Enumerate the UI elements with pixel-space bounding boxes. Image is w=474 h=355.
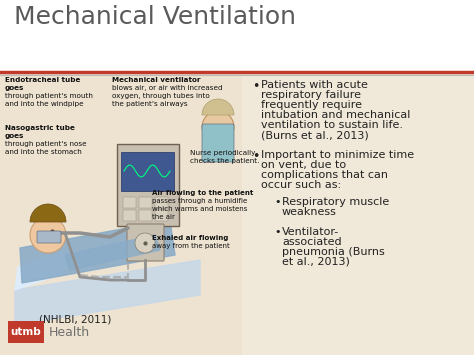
Polygon shape (20, 220, 175, 283)
FancyBboxPatch shape (127, 224, 164, 261)
Text: intubation and mechanical: intubation and mechanical (261, 110, 410, 120)
Text: respiratory failure: respiratory failure (261, 90, 361, 100)
Text: occur such as:: occur such as: (261, 180, 341, 190)
Text: through patient's mouth: through patient's mouth (5, 93, 93, 99)
Text: on vent, due to: on vent, due to (261, 160, 346, 170)
Polygon shape (15, 260, 200, 325)
Text: Mechanical ventilator: Mechanical ventilator (112, 77, 201, 83)
Text: •: • (252, 150, 259, 163)
Text: blows air, or air with increased: blows air, or air with increased (112, 85, 223, 91)
Text: Important to minimize time: Important to minimize time (261, 150, 414, 160)
FancyBboxPatch shape (0, 73, 242, 355)
Text: Health: Health (49, 326, 90, 339)
Wedge shape (202, 99, 234, 115)
Text: complications that can: complications that can (261, 170, 388, 180)
Text: frequently require: frequently require (261, 100, 362, 110)
FancyBboxPatch shape (124, 209, 137, 220)
Circle shape (202, 111, 234, 143)
Text: goes: goes (5, 85, 24, 91)
Text: goes: goes (5, 133, 24, 139)
Text: et al., 2013): et al., 2013) (282, 257, 350, 267)
FancyBboxPatch shape (155, 197, 168, 208)
Text: ventilation to sustain life.: ventilation to sustain life. (261, 120, 403, 130)
Text: Patients with acute: Patients with acute (261, 80, 368, 90)
Text: the patient's airways: the patient's airways (112, 101, 188, 107)
FancyBboxPatch shape (0, 73, 474, 355)
Text: through patient's nose: through patient's nose (5, 141, 87, 147)
Text: •: • (274, 197, 281, 207)
Text: and into the windpipe: and into the windpipe (5, 101, 83, 107)
FancyBboxPatch shape (139, 197, 153, 208)
Text: (NHLBI, 2011): (NHLBI, 2011) (39, 315, 111, 325)
Text: pneumonia (Burns: pneumonia (Burns (282, 247, 385, 257)
Text: and into the stomach: and into the stomach (5, 149, 82, 155)
Text: Mechanical Ventilation: Mechanical Ventilation (14, 5, 296, 29)
Text: away from the patient: away from the patient (152, 243, 230, 249)
Text: oxygen, through tubes into: oxygen, through tubes into (112, 93, 210, 99)
Text: •: • (252, 80, 259, 93)
Text: Respiratory muscle: Respiratory muscle (282, 197, 389, 207)
Text: Endotracheal tube: Endotracheal tube (5, 77, 81, 83)
FancyBboxPatch shape (121, 152, 174, 191)
FancyBboxPatch shape (0, 0, 474, 70)
Text: checks the patient.: checks the patient. (190, 158, 259, 164)
FancyBboxPatch shape (124, 197, 137, 208)
Text: Exhaled air flowing: Exhaled air flowing (152, 235, 228, 241)
FancyBboxPatch shape (202, 124, 234, 162)
Text: associated: associated (282, 237, 342, 247)
Polygon shape (65, 235, 160, 270)
Text: Air flowing to the patient: Air flowing to the patient (152, 190, 254, 196)
FancyBboxPatch shape (8, 321, 44, 343)
Text: weakness: weakness (282, 207, 337, 217)
Polygon shape (15, 250, 68, 290)
Text: •: • (274, 227, 281, 237)
Text: utmb: utmb (10, 327, 41, 337)
FancyBboxPatch shape (37, 231, 61, 243)
Text: which warms and moistens: which warms and moistens (152, 206, 247, 212)
Text: (Burns et al., 2013): (Burns et al., 2013) (261, 130, 369, 140)
FancyBboxPatch shape (139, 209, 153, 220)
FancyBboxPatch shape (155, 209, 168, 220)
Text: Ventilator-: Ventilator- (282, 227, 339, 237)
Circle shape (30, 217, 66, 253)
FancyBboxPatch shape (117, 144, 179, 226)
Circle shape (135, 233, 155, 253)
Text: Nasogastric tube: Nasogastric tube (5, 125, 75, 131)
Text: passes through a humidifie: passes through a humidifie (152, 198, 247, 204)
Wedge shape (30, 204, 66, 222)
Text: the air: the air (152, 214, 175, 220)
Text: Nurse periodically: Nurse periodically (190, 150, 255, 156)
